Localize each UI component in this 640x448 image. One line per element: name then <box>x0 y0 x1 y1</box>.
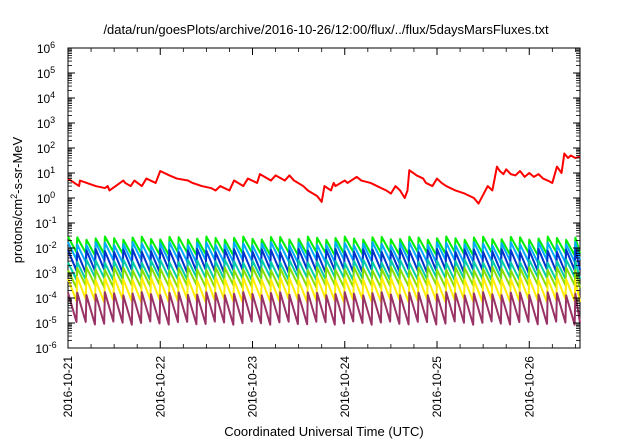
y-tick-base: 10 <box>37 117 51 131</box>
x-tick-label: 2016-10-26 <box>522 356 536 418</box>
y-tick-exponent: 4 <box>50 90 55 100</box>
y-tick-label: 100 <box>37 190 55 206</box>
x-axis-label: Coordinated Universal Time (UTC) <box>224 424 423 439</box>
y-tick-exponent: 6 <box>50 40 55 50</box>
x-tick-label: 2016-10-21 <box>61 356 75 418</box>
y-tick-base: 10 <box>37 92 51 106</box>
x-tick-label: 2016-10-24 <box>338 356 352 418</box>
y-tick-label: 102 <box>37 140 55 156</box>
y-tick-base: 10 <box>37 192 51 206</box>
y-axis-label: protons/cm2-s-sr-MeV <box>9 136 25 263</box>
y-axis-label-superscript: 2 <box>9 194 19 199</box>
y-tick-base: 10 <box>37 167 51 181</box>
series-line <box>67 152 581 205</box>
series-line <box>67 291 581 326</box>
y-tick-base: 10 <box>35 317 49 331</box>
x-tick-label: 2016-10-25 <box>430 356 444 418</box>
y-tick-base: 10 <box>35 342 49 356</box>
y-axis-label-part-2: -s-sr-MeV <box>10 136 25 193</box>
y-tick-base: 10 <box>35 267 49 281</box>
y-tick-label: 10-6 <box>35 340 56 356</box>
y-tick-label: 10-1 <box>35 215 56 231</box>
y-tick-base: 10 <box>37 42 51 56</box>
y-tick-exponent: 3 <box>50 115 55 125</box>
y-tick-exponent: 0 <box>50 190 55 200</box>
y-tick-exponent: -6 <box>49 340 57 350</box>
y-tick-label: 101 <box>37 165 55 181</box>
y-tick-exponent: 1 <box>50 165 55 175</box>
x-tick-label: 2016-10-22 <box>153 356 167 418</box>
y-tick-base: 10 <box>35 292 49 306</box>
y-tick-exponent: -1 <box>49 215 57 225</box>
y-axis-label-part-1: protons/cm <box>10 199 25 263</box>
y-tick-base: 10 <box>35 242 49 256</box>
y-tick-label: 103 <box>37 115 55 131</box>
y-tick-label: 106 <box>37 40 55 56</box>
chart-title: /data/run/goesPlots/archive/2016-10-26/1… <box>103 22 549 37</box>
series-line <box>67 266 581 289</box>
y-tick-exponent: -3 <box>49 265 57 275</box>
x-axis: 2016-10-21 2016-10-22 2016-10-23 2016-10-24… <box>61 48 576 418</box>
y-tick-exponent: -5 <box>49 315 57 325</box>
y-tick-label: 10-4 <box>35 290 56 306</box>
y-tick-exponent: 5 <box>50 65 55 75</box>
y-tick-base: 10 <box>37 67 51 81</box>
y-tick-exponent: -4 <box>49 290 57 300</box>
series-layer <box>67 152 581 326</box>
y-tick-label: 10-5 <box>35 315 56 331</box>
y-tick-base: 10 <box>37 142 51 156</box>
x-tick-label: 2016-10-23 <box>246 356 260 418</box>
series-line <box>67 276 581 304</box>
y-tick-label: 105 <box>37 65 55 81</box>
y-tick-label: 10-2 <box>35 240 56 256</box>
y-tick-base: 10 <box>35 217 49 231</box>
y-tick-label: 10-3 <box>35 265 56 281</box>
y-axis: 10610510410310210110010-110-210-310-410-… <box>35 40 580 356</box>
y-tick-exponent: 2 <box>50 140 55 150</box>
y-tick-exponent: -2 <box>49 240 57 250</box>
y-tick-label: 104 <box>37 90 55 106</box>
